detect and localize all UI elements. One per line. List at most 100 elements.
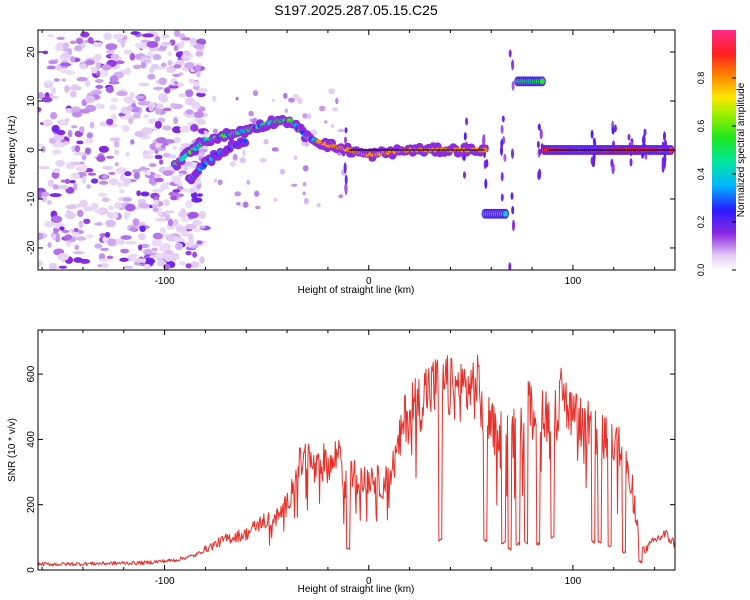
streak-blob [511,59,515,71]
noise-blob [51,124,60,133]
colorbar-tick-label: 0.6 [696,120,706,133]
noise-blob [85,59,95,65]
noise-blob [74,45,83,52]
noise-blob [173,64,182,69]
noise-blob [248,110,254,117]
noise-blob [81,175,87,184]
noise-blob [172,236,183,241]
noise-blob [254,205,261,210]
noise-blob [79,126,85,133]
spectrogram-ytick-label: 20 [26,46,37,58]
streak-blob [500,171,504,182]
noise-blob [192,251,198,258]
noise-blob [153,199,159,205]
streak-blob [537,123,541,131]
streak-blob [511,206,515,215]
colorbar-tick-label: 0.2 [696,216,706,229]
spectrogram-xlabel: Height of straight line (km) [298,285,415,296]
noise-blob [130,31,140,36]
noise-blob [157,66,167,70]
noise-blob [152,174,162,178]
noise-blob [162,107,172,112]
noise-blob [132,168,141,174]
noise-blob [75,37,84,45]
noise-blob [115,167,127,174]
noise-blob [135,95,145,100]
noise-blob [102,165,114,170]
noise-blob [288,97,295,103]
noise-blob [38,166,51,170]
noise-blob [47,179,54,188]
streak-blob [663,131,666,142]
noise-blob [40,195,48,203]
noise-blob [151,238,163,247]
noise-blob [119,116,131,120]
noise-blob [160,62,167,68]
noise-blob [284,108,289,114]
noise-blob [338,129,345,133]
streak-blob [344,174,348,185]
spectrogram-xtick-label: -100 [155,276,175,287]
noise-blob [81,164,88,172]
noise-blob [119,189,126,194]
noise-blob [48,262,58,270]
noise-blob [173,116,179,125]
noise-blob [49,111,58,120]
noise-blob [185,109,194,115]
noise-blob [193,228,201,233]
noise-blob [140,61,147,69]
noise-blob [47,34,55,38]
noise-blob [177,186,184,190]
noise-blob [167,51,173,56]
noise-blob [101,197,110,203]
noise-blob [212,128,218,134]
noise-blob [271,147,279,152]
noise-blob [302,113,308,119]
noise-blob [42,119,53,127]
noise-blob [335,97,339,105]
colorbar-gradient [712,30,736,270]
noise-blob [70,55,76,63]
noise-blob [83,206,94,212]
snr-ytick-label: 600 [26,365,37,382]
noise-blob [52,142,64,148]
noise-blob [104,231,111,238]
streak-blob [538,168,542,180]
noise-blob [133,171,140,180]
noise-blob [75,166,84,172]
noise-blob [302,191,306,196]
noise-blob [61,52,70,60]
noise-blob [100,247,109,252]
noise-blob [141,33,154,38]
noise-blob [332,107,339,112]
streak-blob [511,80,515,91]
noise-blob [109,104,117,111]
noise-blob [109,137,121,142]
noise-blob [168,85,179,89]
noise-blob [235,96,239,101]
noise-blob [195,178,201,185]
noise-blob [117,181,123,188]
noise-blob [94,79,104,83]
noise-blob [122,177,131,185]
snr-xtick-label: 0 [366,576,372,587]
noise-blob [74,145,81,153]
noise-blob [263,138,269,145]
noise-blob [148,118,157,124]
noise-blob [79,161,85,165]
noise-blob [138,167,150,171]
noise-blob [331,123,335,128]
noise-blob [137,100,150,106]
noise-blob [55,159,65,167]
noise-blob [101,174,109,180]
noise-blob [62,42,70,50]
noise-blob [167,60,173,66]
noise-blob [86,184,91,189]
streak-blob [482,133,486,146]
streak-blob [536,140,540,149]
noise-blob [57,252,69,261]
snr-panel: -100 0 100 0 200 400 600 Height of straight li… [7,329,676,595]
noise-blob [46,65,56,70]
